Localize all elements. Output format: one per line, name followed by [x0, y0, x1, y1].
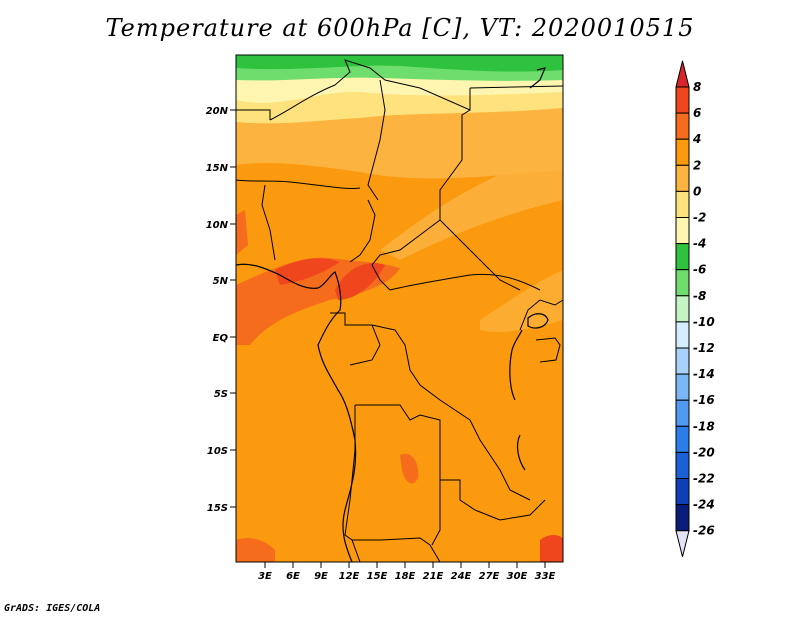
lon-label: 12E: [339, 571, 360, 582]
lon-label: 18E: [395, 571, 416, 582]
lon-label: 27E: [479, 571, 500, 582]
colorbar-swatch: [675, 373, 690, 401]
colorbar-bottom-arrow: [675, 530, 690, 557]
colorbar-label: 2: [693, 158, 701, 172]
grads-credit: GrADS: IGES/COLA: [4, 603, 101, 614]
lat-axis: 20N 15N 10N 5N EQ 5S 10S 15S: [206, 106, 236, 514]
colorbar-swatch: [675, 321, 690, 349]
lon-label: 15E: [367, 571, 388, 582]
lat-label: 5N: [213, 276, 229, 287]
lat-label: 10S: [207, 446, 228, 457]
lake-victoria: [527, 313, 549, 329]
map-title: Temperature at 600hPa [C], VT: 202001051…: [105, 14, 695, 42]
field-warm-west: [236, 210, 248, 255]
colorbar-swatch: [675, 190, 690, 218]
lake-malawi: [516, 434, 526, 471]
colorbar-label: -12: [693, 341, 715, 355]
colorbar-swatch: [675, 451, 690, 479]
lon-label: 33E: [535, 571, 556, 582]
lat-label: 10N: [206, 220, 229, 231]
colorbar-label: -4: [693, 237, 706, 251]
colorbar-swatch: [675, 295, 690, 323]
colorbar-label: -16: [693, 393, 715, 407]
colorbar-top-arrow: [675, 60, 690, 88]
colorbar-label: -24: [693, 498, 715, 512]
colorbar-swatch: [675, 112, 690, 140]
coastline: [235, 67, 549, 563]
colorbar-swatch: [675, 425, 690, 453]
lon-label: 3E: [258, 571, 272, 582]
colorbar-label: -20: [693, 445, 715, 459]
colorbar-label: -10: [693, 315, 715, 329]
field-hot-nigeria: [275, 258, 340, 285]
colorbar-label: 4: [692, 132, 701, 146]
colorbar: 8 6 4 2 0 -2 -4 -6 -8 -10 -12 -14 -16 -18 -20 -22 -24 -26: [675, 60, 715, 557]
colorbar-label: -6: [693, 263, 706, 277]
lake-tanganyika: [509, 329, 523, 401]
nile-delta: [529, 67, 547, 89]
map-frame: [235, 54, 564, 563]
field-mild-east: [480, 270, 563, 332]
lon-axis: 3E 6E 9E 12E 15E 18E 21E 24E 27E 30E 33E: [258, 562, 556, 582]
lon-label: 24E: [451, 571, 472, 582]
lat-label: 15S: [207, 503, 228, 514]
colorbar-swatch: [675, 347, 690, 375]
colorbar-label: -14: [693, 367, 715, 381]
lat-label: 5S: [214, 389, 228, 400]
colorbar-swatch: [675, 164, 690, 192]
field-warm-sw: [236, 538, 275, 562]
colorbar-label: -22: [693, 472, 715, 486]
field-mild-streak: [380, 150, 563, 260]
field-hot-cameroon: [335, 262, 385, 300]
colorbar-swatch: [675, 269, 690, 297]
colorbar-swatch: [675, 243, 690, 271]
colorbar-label: -18: [693, 419, 715, 433]
colorbar-swatch: [675, 217, 690, 245]
lon-label: 21E: [423, 571, 444, 582]
field-hot-se: [540, 535, 563, 562]
colorbar-swatch: [675, 504, 690, 532]
field-warm-angola: [400, 453, 419, 484]
colorbar-label: -26: [693, 524, 715, 538]
lat-label: 20N: [206, 106, 229, 117]
lat-label: EQ: [213, 333, 229, 344]
colorbar-label: 8: [693, 80, 701, 94]
colorbar-label: 6: [693, 106, 701, 120]
colorbar-label: -2: [693, 211, 706, 225]
country-borders: [235, 59, 564, 563]
colorbar-label: -8: [693, 289, 706, 303]
lon-label: 9E: [314, 571, 328, 582]
colorbar-swatch: [675, 399, 690, 427]
colorbar-swatch: [675, 138, 690, 166]
colorbar-swatch: [675, 478, 690, 506]
lon-label: 30E: [507, 571, 528, 582]
lat-label: 15N: [206, 163, 229, 174]
field-green: [236, 55, 563, 72]
temperature-field: [236, 55, 563, 562]
lon-label: 6E: [286, 571, 300, 582]
colorbar-label: 0: [693, 184, 701, 198]
colorbar-swatch: [675, 86, 690, 114]
